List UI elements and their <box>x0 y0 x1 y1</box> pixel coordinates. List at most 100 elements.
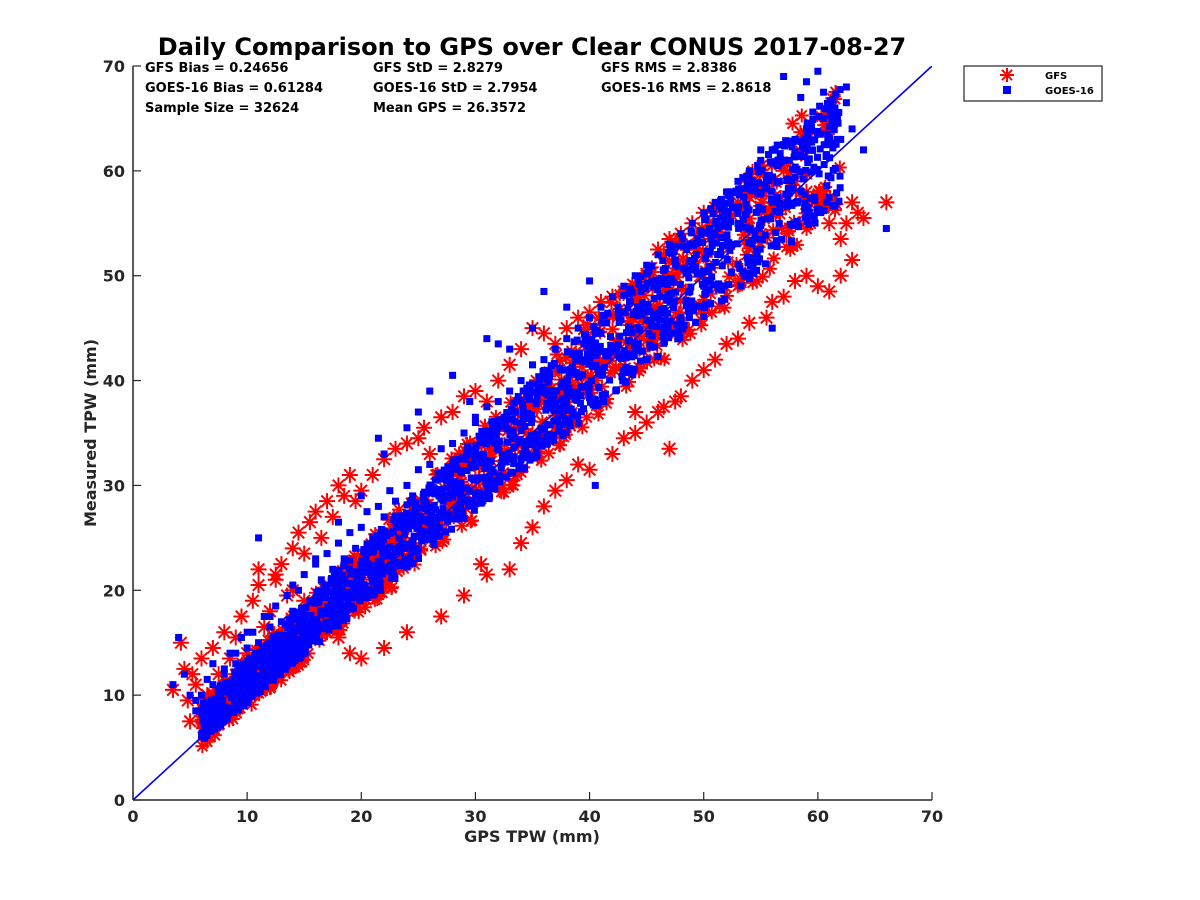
goes-16-point <box>882 225 890 233</box>
goes-16-point <box>536 437 544 445</box>
gfs-point <box>627 425 644 441</box>
goes-16-point <box>646 308 654 316</box>
goes-16-point <box>717 195 725 203</box>
goes-16-point <box>597 303 605 311</box>
goes-16-point <box>475 432 483 440</box>
goes-16-point <box>752 208 760 216</box>
gfs-point <box>878 194 895 211</box>
goes-16-point <box>286 623 294 631</box>
x-axis-label: GPS TPW (mm) <box>464 827 600 846</box>
goes-16-point <box>692 318 700 326</box>
goes-16-point <box>770 159 778 167</box>
goes-16-point <box>791 173 799 181</box>
gfs-point <box>244 592 261 609</box>
goes-16-point <box>577 408 585 416</box>
goes-16-point <box>564 385 572 393</box>
goes-16-point <box>239 660 247 668</box>
goes-16-point <box>607 332 615 340</box>
goes-16-point <box>811 219 819 227</box>
goes-16-point <box>506 431 514 439</box>
goes-16-point <box>483 436 491 444</box>
goes-16-point <box>635 280 643 288</box>
gfs-point <box>513 341 530 358</box>
goes-16-point <box>735 185 743 193</box>
goes-16-point <box>402 556 410 564</box>
goes-16-point <box>780 72 788 80</box>
goes-16-point <box>765 177 773 185</box>
gfs-point <box>296 545 313 562</box>
goes-16-point <box>329 591 337 599</box>
gfs-point <box>758 309 775 326</box>
goes-16-point <box>374 434 382 442</box>
goes-16-point <box>494 340 502 348</box>
goes-16-point <box>430 537 438 545</box>
goes-16-point <box>357 492 365 500</box>
gfs-point <box>535 325 552 342</box>
goes-16-point <box>482 480 490 488</box>
goes-16-point <box>574 324 582 332</box>
goes-16-point <box>442 528 450 536</box>
goes-16-point <box>283 647 291 655</box>
goes-16-point <box>269 632 277 640</box>
goes-16-point <box>526 411 534 419</box>
goes-16-point <box>598 319 606 327</box>
goes-16-point <box>740 193 748 201</box>
y-tick-label: 50 <box>103 267 125 286</box>
goes-16-point <box>648 262 656 270</box>
goes-16-point <box>771 145 779 153</box>
x-tick-label: 30 <box>464 807 486 826</box>
goes-16-point <box>180 670 188 678</box>
goes-16-point <box>575 419 583 427</box>
goes-16-point <box>775 219 783 227</box>
gfs-point <box>579 410 594 425</box>
legend-gfs-asterisk <box>1000 68 1014 82</box>
goes-16-point <box>514 438 522 446</box>
goes-16-point <box>200 714 208 722</box>
goes-16-point <box>718 286 726 294</box>
goes-16-point <box>674 333 682 341</box>
goes-16-point <box>811 136 819 144</box>
goes-16-point <box>701 303 709 311</box>
goes-16-point <box>777 158 785 166</box>
goes-16-point <box>268 650 276 658</box>
gfs-point <box>341 466 358 483</box>
goes-16-point <box>621 308 629 316</box>
goes-16-point <box>831 164 839 172</box>
gfs-point <box>501 356 518 373</box>
gfs-point <box>661 440 678 457</box>
goes-16-point <box>426 481 434 489</box>
goes-16-point <box>636 357 644 365</box>
goes-16-point <box>737 282 745 290</box>
goes-16-point <box>664 323 672 331</box>
goes-16-point <box>380 513 388 521</box>
goes-16-point <box>656 293 664 301</box>
goes-16-point <box>462 455 470 463</box>
goes-16-point <box>632 307 640 315</box>
stat-goes-bias: GOES-16 Bias = 0.61284 <box>145 81 323 96</box>
goes-16-point <box>491 430 499 438</box>
goes-16-point <box>513 397 521 405</box>
goes-16-point <box>471 413 479 421</box>
goes-16-point <box>389 552 397 560</box>
goes-16-point <box>532 400 540 408</box>
x-tick-label: 70 <box>921 807 943 826</box>
goes-16-point <box>745 206 753 214</box>
goes-16-point <box>805 155 813 163</box>
gfs-point <box>855 210 872 227</box>
goes-16-point <box>702 254 710 262</box>
goes-16-point <box>692 302 700 310</box>
goes-16-point <box>763 185 771 193</box>
goes-16-point <box>477 459 485 467</box>
goes-16-point <box>717 247 725 255</box>
goes-16-point <box>544 368 552 376</box>
goes-16-point <box>263 643 271 651</box>
goes-16-point <box>606 376 614 384</box>
goes-16-point <box>620 282 628 290</box>
goes-16-point <box>474 451 482 459</box>
goes-16-point <box>346 556 354 564</box>
goes-16-point <box>403 424 411 432</box>
goes-16-point <box>615 313 623 321</box>
goes-16-point <box>379 532 387 540</box>
goes-16-point <box>842 99 850 107</box>
goes-16-point <box>266 660 274 668</box>
